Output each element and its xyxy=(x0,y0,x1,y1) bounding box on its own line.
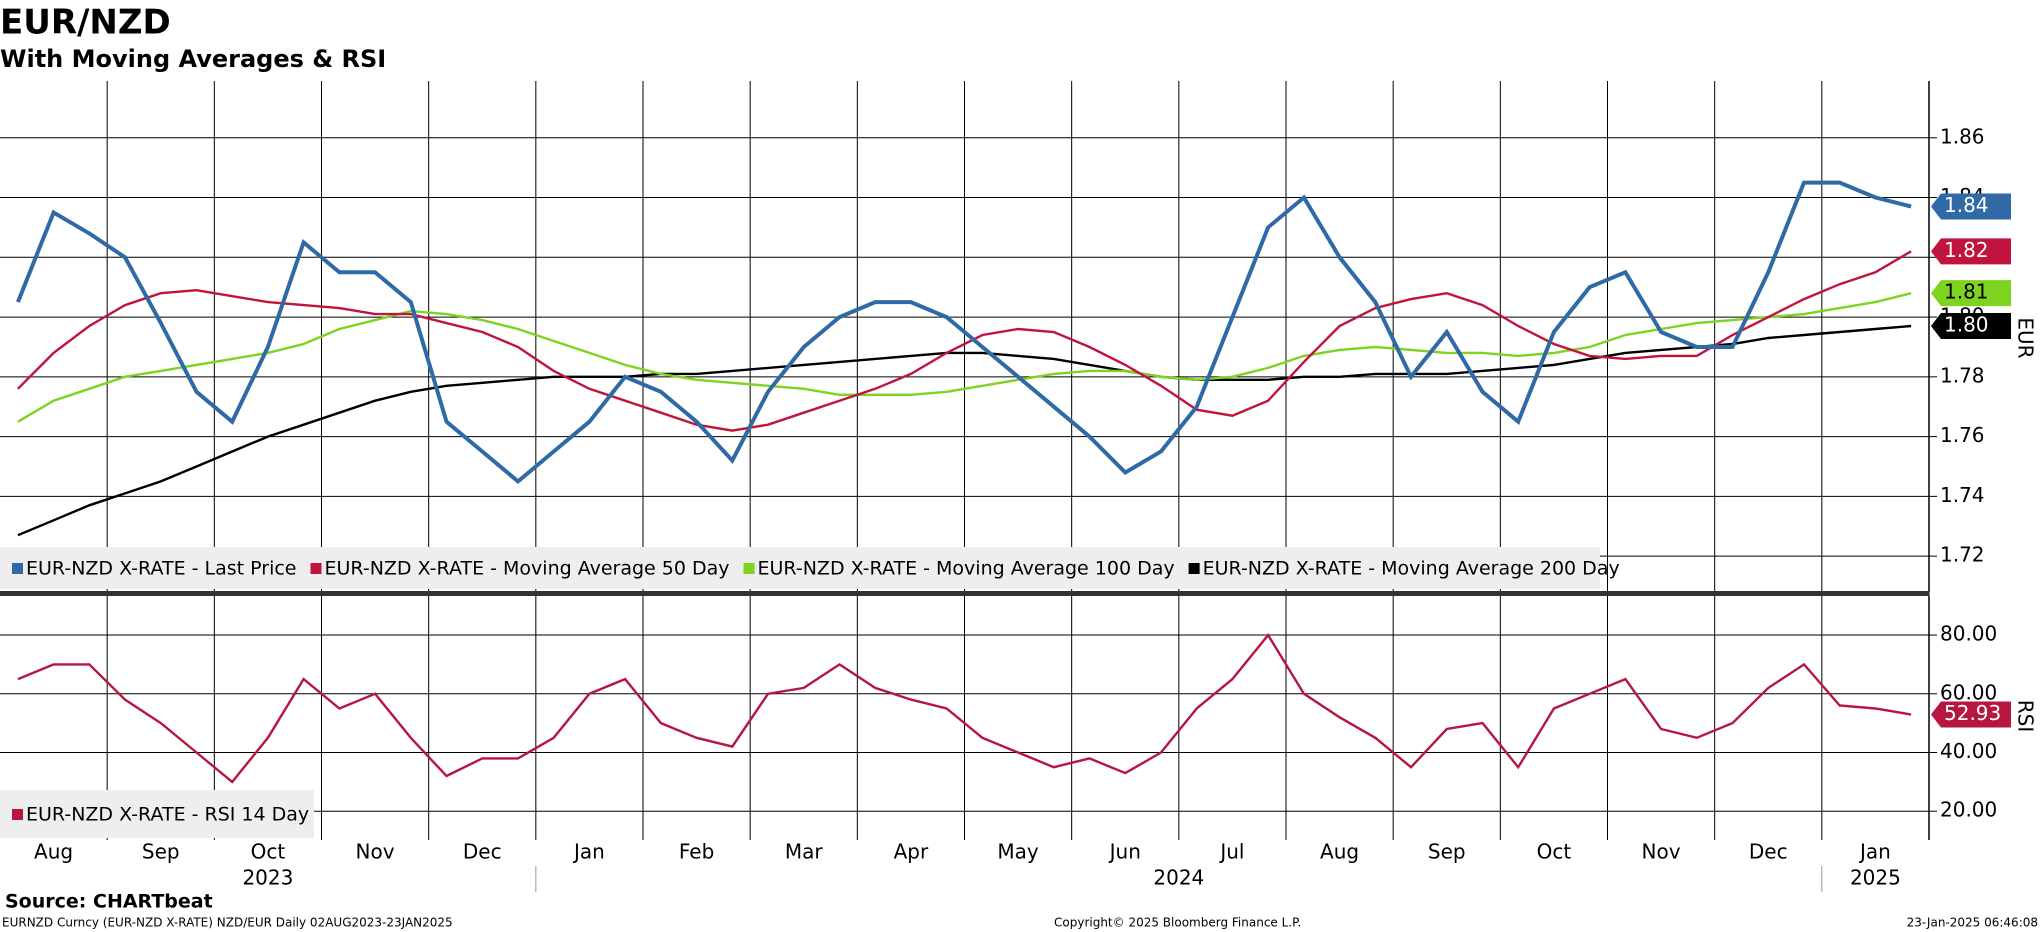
y-axis-label: EUR xyxy=(2014,317,2038,358)
x-tick-label: Nov xyxy=(356,840,395,864)
y-tick-label: 20.00 xyxy=(1940,798,1997,822)
year-label: 2023 xyxy=(242,866,293,890)
year-label: 2025 xyxy=(1850,866,1901,890)
legend-label: EUR-NZD X-RATE - Moving Average 100 Day xyxy=(758,558,1175,580)
source: Source: CHARTbeat xyxy=(5,891,213,913)
x-tick-label: Apr xyxy=(894,840,929,864)
last-value-tag xyxy=(1931,280,2011,307)
chart-subtitle: With Moving Averages & RSI xyxy=(0,45,386,73)
legend-swatch xyxy=(1188,563,1200,574)
legend-label: EUR-NZD X-RATE - Moving Average 50 Day xyxy=(325,558,730,580)
timestamp: 23-Jan-2025 06:46:08 xyxy=(1907,916,2038,930)
copyright: Copyright© 2025 Bloomberg Finance L.P. xyxy=(1054,916,1301,930)
legend-swatch xyxy=(12,809,23,820)
legend-box xyxy=(0,547,1600,589)
y-tick-label: 1.74 xyxy=(1940,483,1985,507)
y-tick-label: 60.00 xyxy=(1940,680,1997,704)
y-tick-label: 1.76 xyxy=(1940,423,1985,447)
x-tick-label: Jun xyxy=(1108,840,1141,864)
last-value-tag xyxy=(1931,701,2011,728)
x-tick-label: Jul xyxy=(1218,840,1244,864)
x-tick-label: Aug xyxy=(34,840,73,864)
year-label: 2024 xyxy=(1153,866,1204,890)
x-tick-label: Sep xyxy=(142,840,180,864)
y-tick-label: 1.78 xyxy=(1940,363,1985,387)
panel-separator xyxy=(0,591,1929,596)
legend-box xyxy=(0,790,314,838)
series-line xyxy=(17,633,1912,784)
y-tick-label: 1.72 xyxy=(1940,543,1985,567)
legend-label: EUR-NZD X-RATE - Last Price xyxy=(26,558,297,580)
chart-title: EUR/NZD xyxy=(0,3,171,43)
x-tick-label: Oct xyxy=(1537,840,1572,864)
x-tick-label: Nov xyxy=(1642,840,1681,864)
last-value-label: 1.81 xyxy=(1944,280,1989,304)
last-value-label: 1.80 xyxy=(1944,313,1989,337)
series-line xyxy=(17,292,1912,423)
last-value-tag xyxy=(1931,193,2011,220)
x-tick-label: Aug xyxy=(1320,840,1359,864)
last-value-tag xyxy=(1931,238,2011,265)
legend-swatch xyxy=(12,563,23,574)
legend-swatch xyxy=(743,563,755,574)
last-value-label: 1.82 xyxy=(1944,238,1989,262)
x-tick-label: Jan xyxy=(1858,840,1891,864)
series-line xyxy=(17,324,1912,537)
y-tick-label: 1.86 xyxy=(1940,124,1985,148)
y-tick-label: 40.00 xyxy=(1940,739,1997,763)
series-line xyxy=(16,180,1912,485)
last-value-tag xyxy=(1931,313,2011,340)
last-value-label: 1.84 xyxy=(1944,193,1989,217)
x-tick-label: Sep xyxy=(1428,840,1466,864)
y-tick-label: 80.00 xyxy=(1940,622,1997,646)
legend-label: EUR-NZD X-RATE - Moving Average 200 Day xyxy=(1203,558,1620,580)
description: EURNZD Curncy (EUR-NZD X-RATE) NZD/EUR D… xyxy=(2,916,453,930)
x-tick-label: May xyxy=(997,840,1039,864)
x-tick-label: Oct xyxy=(251,840,286,864)
legend-label: EUR-NZD X-RATE - RSI 14 Day xyxy=(26,804,309,826)
x-tick-label: Mar xyxy=(785,840,824,864)
x-tick-label: Jan xyxy=(572,840,605,864)
x-tick-label: Feb xyxy=(679,840,714,864)
series-line xyxy=(17,250,1912,432)
y-axis-label: RSI xyxy=(2014,700,2038,733)
legend-swatch xyxy=(310,563,322,574)
x-tick-label: Dec xyxy=(463,840,502,864)
last-value-label: 52.93 xyxy=(1944,701,2001,725)
x-tick-label: Dec xyxy=(1749,840,1788,864)
